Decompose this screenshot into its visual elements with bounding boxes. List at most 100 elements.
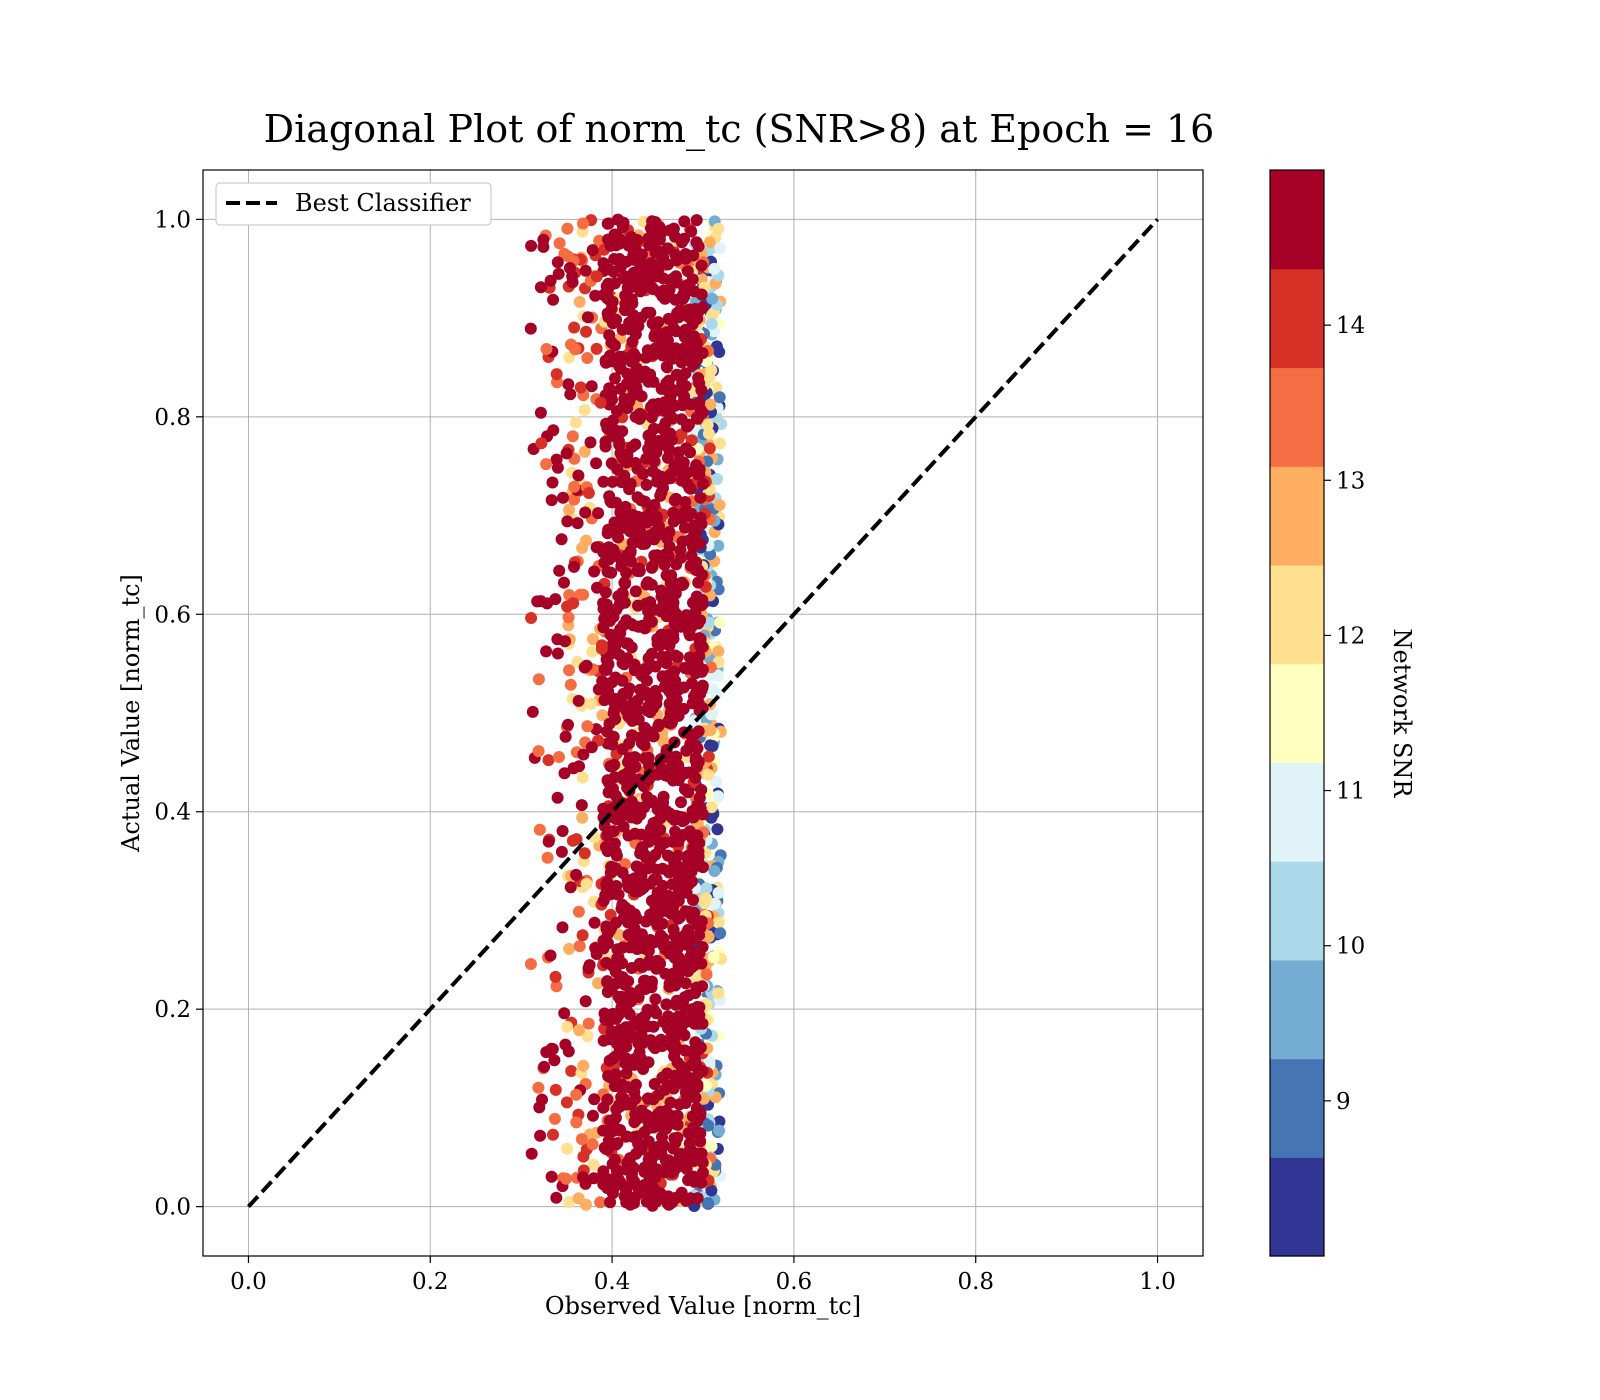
data-point	[597, 1124, 610, 1137]
data-point	[643, 726, 656, 739]
data-point	[616, 587, 629, 600]
data-point	[714, 616, 727, 629]
data-point	[675, 1148, 688, 1161]
data-point	[568, 480, 581, 493]
data-point	[679, 248, 692, 260]
data-point	[578, 445, 591, 458]
data-point	[682, 924, 694, 936]
data-point	[712, 539, 725, 552]
data-point	[714, 437, 726, 450]
data-point	[564, 388, 577, 401]
data-point	[620, 255, 633, 268]
data-point	[601, 845, 614, 858]
colorbar-tick-label: 11	[1336, 779, 1365, 805]
data-point	[533, 823, 546, 836]
data-point	[624, 545, 637, 558]
data-point	[663, 540, 676, 553]
data-point	[679, 977, 692, 990]
data-point	[679, 323, 692, 336]
data-point	[645, 981, 658, 994]
data-point	[683, 651, 696, 664]
data-point	[623, 483, 636, 496]
data-point	[629, 1108, 642, 1121]
data-point	[711, 473, 724, 485]
data-point	[601, 422, 614, 435]
data-point	[620, 1184, 633, 1197]
data-point	[611, 230, 623, 242]
data-point	[669, 1117, 682, 1130]
x-tick-label: 0.0	[230, 1269, 267, 1295]
x-tick-label: 0.2	[412, 1269, 449, 1295]
data-point	[695, 384, 708, 397]
data-point	[639, 597, 652, 610]
data-point	[563, 262, 576, 274]
data-point	[577, 1171, 589, 1184]
data-point	[609, 713, 622, 726]
data-point	[620, 1130, 633, 1143]
x-axis-ticks: 0.0 0.2 0.4 0.6 0.8 1.0	[230, 1256, 1176, 1295]
data-point	[666, 835, 679, 848]
data-point	[664, 1039, 677, 1052]
colorbar-tick-label: 12	[1336, 623, 1365, 649]
data-point	[649, 660, 662, 673]
data-point	[695, 259, 708, 272]
data-point	[665, 811, 678, 824]
data-point	[693, 929, 706, 942]
data-point	[570, 1088, 583, 1101]
data-point	[708, 262, 721, 275]
data-point	[676, 399, 689, 412]
data-point	[559, 635, 571, 648]
data-point	[571, 517, 584, 530]
data-point	[609, 694, 622, 707]
data-point	[629, 827, 641, 840]
data-point	[696, 941, 709, 953]
data-point	[601, 927, 614, 940]
data-point	[607, 543, 620, 556]
data-point	[619, 1095, 632, 1108]
data-point	[608, 1080, 621, 1093]
data-point	[563, 503, 576, 516]
data-point	[573, 1024, 586, 1037]
data-point	[625, 618, 638, 630]
data-point	[629, 457, 642, 469]
data-point	[551, 791, 564, 804]
data-point	[548, 1054, 561, 1067]
data-point	[620, 1067, 633, 1080]
data-point	[614, 506, 627, 519]
data-point	[713, 499, 726, 512]
data-point	[669, 230, 681, 243]
data-point	[526, 705, 539, 718]
data-point	[642, 1092, 654, 1105]
data-point	[524, 322, 537, 335]
data-point	[679, 496, 692, 508]
data-point	[626, 1171, 638, 1184]
data-point	[605, 566, 618, 579]
data-point	[597, 802, 610, 815]
data-point	[596, 675, 609, 688]
data-point	[525, 1147, 538, 1160]
data-point	[609, 518, 622, 531]
data-point	[573, 760, 585, 773]
data-point	[549, 1083, 562, 1096]
data-point	[702, 1119, 715, 1132]
data-point	[647, 375, 660, 388]
data-point	[682, 878, 695, 891]
data-point	[591, 581, 603, 594]
data-point	[671, 1131, 684, 1144]
data-point	[665, 670, 678, 683]
data-point	[684, 559, 697, 572]
data-point	[626, 729, 638, 742]
data-point	[629, 885, 641, 898]
data-point	[647, 1150, 660, 1162]
data-point	[546, 476, 559, 489]
data-point	[551, 647, 564, 660]
data-point	[632, 713, 645, 726]
data-point	[659, 967, 672, 980]
data-point	[589, 289, 602, 302]
data-point	[606, 676, 619, 689]
data-point	[663, 283, 676, 296]
data-point	[688, 1017, 701, 1030]
data-point	[558, 767, 571, 780]
data-point	[616, 957, 629, 970]
data-point	[690, 347, 703, 360]
